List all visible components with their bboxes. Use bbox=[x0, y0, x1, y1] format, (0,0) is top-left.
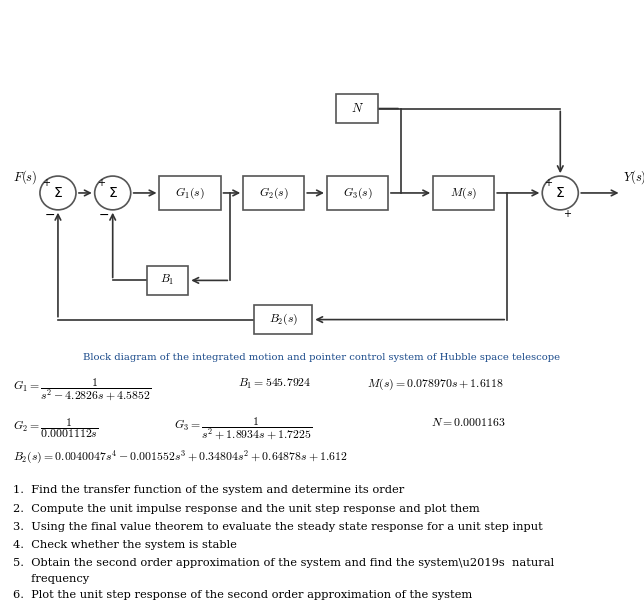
Text: $B_2(s) = 0.0040047s^4 - 0.001552s^3 + 0.34804s^2 + 0.64878s + 1.612$: $B_2(s) = 0.0040047s^4 - 0.001552s^3 + 0… bbox=[13, 449, 348, 467]
Text: $\Sigma$: $\Sigma$ bbox=[53, 186, 63, 200]
Text: 4.  Check whether the system is stable: 4. Check whether the system is stable bbox=[13, 540, 237, 550]
Text: $G_1 = \dfrac{1}{s^2 - 4.2826s + 4.5852}$: $G_1 = \dfrac{1}{s^2 - 4.2826s + 4.5852}… bbox=[13, 377, 151, 403]
Text: 6.  Plot the unit step response of the second order approximation of the system: 6. Plot the unit step response of the se… bbox=[13, 590, 472, 600]
Text: 3.  Using the final value theorem to evaluate the steady state response for a un: 3. Using the final value theorem to eval… bbox=[13, 522, 543, 532]
Text: $-$: $-$ bbox=[44, 208, 55, 221]
Circle shape bbox=[542, 176, 578, 210]
Text: $+$: $+$ bbox=[42, 177, 51, 188]
Text: $B_1 = 545.7924$: $B_1 = 545.7924$ bbox=[238, 377, 312, 391]
Text: $G_3 = \dfrac{1}{s^2 + 1.8934s + 1.7225}$: $G_3 = \dfrac{1}{s^2 + 1.8934s + 1.7225}… bbox=[174, 416, 312, 443]
Bar bbox=[327, 176, 388, 209]
Text: $Y(s)$: $Y(s)$ bbox=[623, 168, 644, 186]
Bar bbox=[433, 176, 495, 209]
Text: $+$: $+$ bbox=[563, 208, 572, 219]
Text: 1.  Find the transfer function of the system and determine its order: 1. Find the transfer function of the sys… bbox=[13, 485, 404, 496]
Bar bbox=[337, 94, 379, 123]
Text: $G_1(s)$: $G_1(s)$ bbox=[175, 185, 205, 201]
Text: $M(s) = 0.078970s + 1.6118$: $M(s) = 0.078970s + 1.6118$ bbox=[367, 377, 504, 392]
Text: $N = 0.0001163$: $N = 0.0001163$ bbox=[431, 416, 506, 429]
Text: $B_2(s)$: $B_2(s)$ bbox=[269, 312, 298, 327]
Text: $G_2 = \dfrac{1}{0.0001112s}$: $G_2 = \dfrac{1}{0.0001112s}$ bbox=[13, 416, 99, 440]
Text: Block diagram of the integrated motion and pointer control system of Hubble spac: Block diagram of the integrated motion a… bbox=[84, 353, 560, 362]
Bar bbox=[254, 305, 312, 334]
Text: 5.  Obtain the second order approximation of the system and find the system\u201: 5. Obtain the second order approximation… bbox=[13, 558, 554, 568]
Text: $+$: $+$ bbox=[97, 177, 106, 188]
Text: $+$: $+$ bbox=[544, 177, 553, 188]
Bar bbox=[146, 266, 188, 295]
Text: 2.  Compute the unit impulse response and the unit step response and plot them: 2. Compute the unit impulse response and… bbox=[13, 504, 480, 514]
Bar bbox=[243, 176, 304, 209]
Text: $N$: $N$ bbox=[351, 102, 364, 115]
Bar bbox=[159, 176, 220, 209]
Circle shape bbox=[40, 176, 76, 210]
Text: frequency: frequency bbox=[13, 574, 89, 584]
Text: $G_2(s)$: $G_2(s)$ bbox=[259, 185, 289, 201]
Text: $G_3(s)$: $G_3(s)$ bbox=[343, 185, 372, 201]
Text: $\Sigma$: $\Sigma$ bbox=[108, 186, 118, 200]
Text: $F(s)$: $F(s)$ bbox=[13, 168, 37, 186]
Text: $M(s)$: $M(s)$ bbox=[450, 185, 477, 201]
Text: $B_1$: $B_1$ bbox=[160, 273, 175, 288]
Text: $\Sigma$: $\Sigma$ bbox=[555, 186, 565, 200]
Text: $-$: $-$ bbox=[99, 208, 109, 221]
Circle shape bbox=[95, 176, 131, 210]
